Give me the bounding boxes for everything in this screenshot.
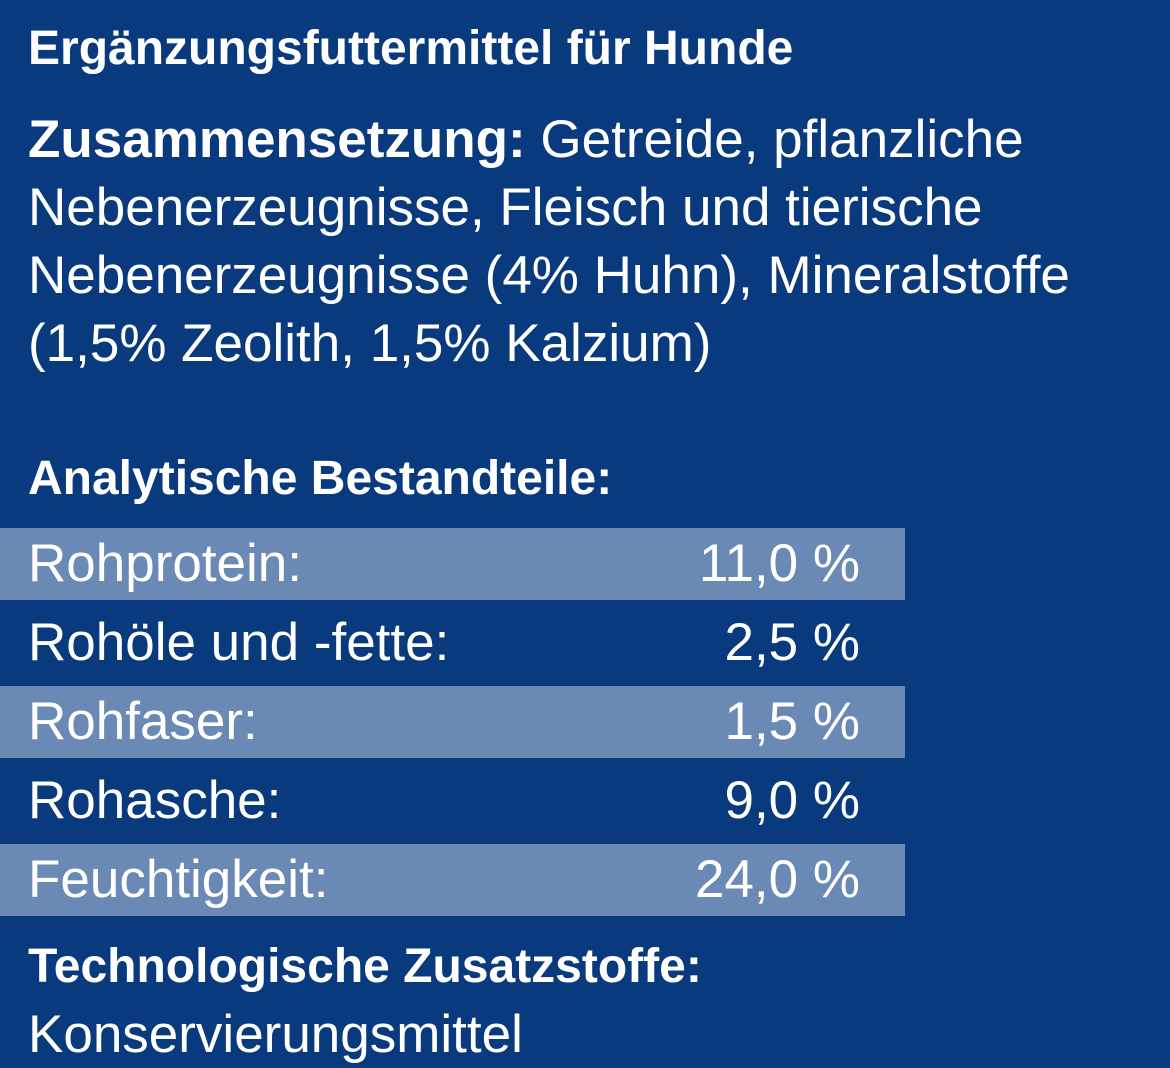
analysis-row-label: Rohprotein:	[28, 534, 303, 593]
additives-value: Konservierungsmittel	[28, 1005, 523, 1064]
analysis-row-label: Feuchtigkeit:	[28, 850, 329, 909]
analysis-table: Rohprotein: 11,0 % Rohöle und -fette: 2,…	[0, 528, 905, 923]
composition-section: Zusammensetzung: Getreide, pflanzliche N…	[28, 106, 1168, 378]
analysis-row-rohoele: Rohöle und -fette: 2,5 %	[0, 607, 905, 679]
analysis-row-value: 24,0 %	[694, 850, 860, 909]
analysis-row-rohprotein: Rohprotein: 11,0 %	[0, 528, 905, 600]
additives-heading: Technologische Zusatzstoffe:	[28, 940, 702, 993]
composition-line-4: (1,5% Zeolith, 1,5% Kalzium)	[28, 314, 712, 373]
composition-line-1: Zusammensetzung: Getreide, pflanzliche	[28, 106, 1168, 174]
product-title: Ergänzungsfuttermittel für Hunde	[28, 22, 794, 75]
composition-line-2: Nebenerzeugnisse, Fleisch und tierische	[28, 178, 983, 237]
analysis-row-rohfaser: Rohfaser: 1,5 %	[0, 686, 905, 758]
analysis-row-value: 11,0 %	[698, 534, 860, 593]
analysis-row-value: 1,5 %	[724, 692, 860, 751]
analysis-row-rohasche: Rohasche: 9,0 %	[0, 765, 905, 837]
analysis-row-label: Rohasche:	[28, 771, 282, 830]
analysis-row-value: 9,0 %	[724, 771, 860, 830]
composition-line-3: Nebenerzeugnisse (4% Huhn), Mineralstoff…	[28, 246, 1070, 305]
analysis-row-value: 2,5 %	[724, 613, 860, 672]
analysis-heading: Analytische Bestandteile:	[28, 452, 613, 505]
analysis-row-feuchtigkeit: Feuchtigkeit: 24,0 %	[0, 844, 905, 916]
composition-heading: Zusammensetzung:	[28, 110, 526, 169]
composition-text-1: Getreide, pflanzliche	[525, 110, 1024, 169]
analysis-row-label: Rohöle und -fette:	[28, 613, 450, 672]
analysis-row-label: Rohfaser:	[28, 692, 258, 751]
